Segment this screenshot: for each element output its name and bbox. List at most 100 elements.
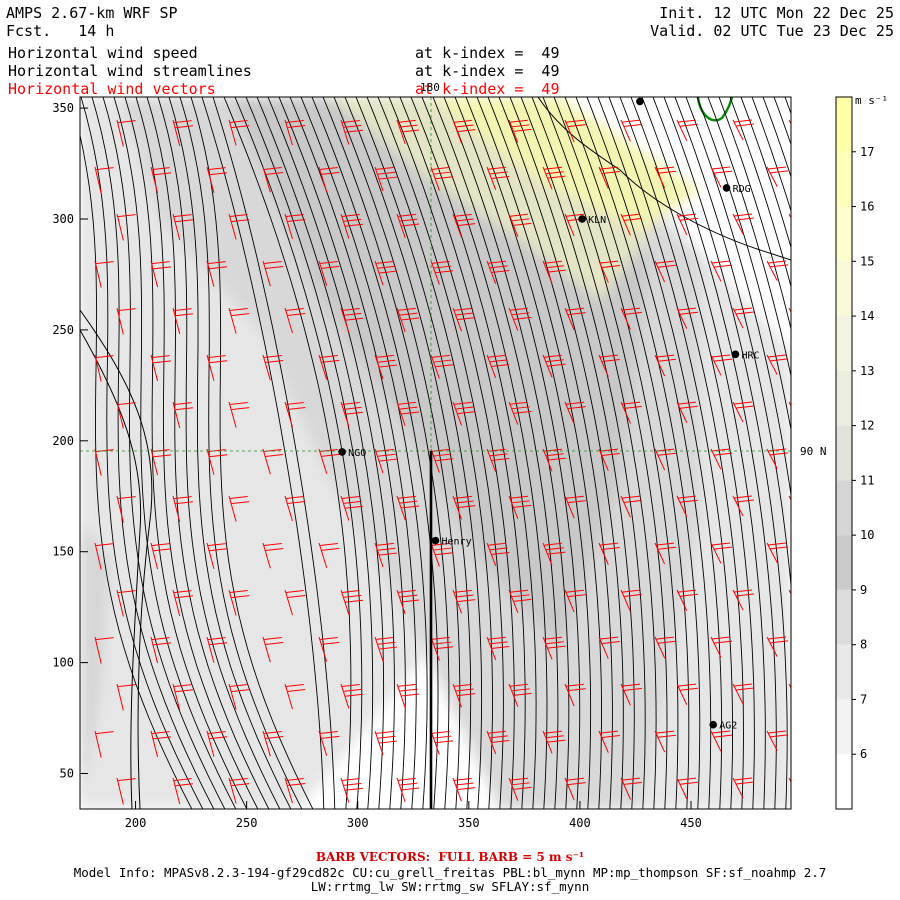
wind-barb [564,683,586,707]
streamline [179,97,303,809]
colorbar-label: 13 [860,364,874,378]
wind-barb [486,354,510,379]
wind-barb [676,401,698,423]
colorbar-label: 10 [860,528,874,542]
station-marker [636,97,644,106]
streamline [432,97,559,809]
wind-barb [284,401,306,428]
wind-barb [262,354,284,381]
streamline [256,97,385,809]
streamline [113,97,237,809]
streamline [487,97,613,809]
wind-barb [508,777,532,801]
wind-barb [508,495,532,519]
streamline [311,97,439,809]
wind-barb [340,777,363,803]
wind-barb [206,636,228,663]
wind-barb [116,683,136,711]
station-marker [792,566,800,574]
wind-barb [620,119,642,142]
wind-barb [676,213,698,235]
wind-barb [262,166,284,193]
wind-barb [430,260,454,285]
model-info-line2: LW:rrtmg_lw SW:rrtmg_sw SFLAY:sf_mynn [310,879,590,894]
wind-barb [116,589,136,617]
wind-barb [486,166,510,191]
wind-barbs [94,119,791,805]
wind-barb [318,636,340,662]
wind-barb [598,260,620,283]
wind-barb [732,495,755,517]
colorbar-label: 6 [860,747,867,761]
stations: NGO Henry KLN RDG HRC AG2 [338,97,800,732]
colorbar-swatch [836,535,852,590]
speed-band [430,97,700,230]
model-info-line1: Model Info: MPASv8.2.3-194-gf29cd82c CU:… [73,865,827,880]
streamline [553,97,679,809]
wind-barb [284,495,306,522]
streamline [773,97,791,146]
wind-barb [452,777,476,802]
wind-barb [150,636,172,664]
streamline [267,97,395,809]
streamline [212,97,336,809]
wind-barb [228,401,250,428]
wind-barb [766,260,789,281]
wind-barb [284,213,306,240]
wind-barb [396,777,420,803]
streamline [729,97,791,289]
wind-barb [542,166,566,190]
streamline [410,97,537,809]
wind-barb [318,166,340,192]
colorbar-label: 16 [860,200,874,214]
wind-barb [542,730,566,754]
colorbar-label: 8 [860,638,867,652]
wind-barb [564,777,586,801]
wind-barb [150,542,172,570]
wind-barb [766,636,789,657]
wind-barb [732,589,755,611]
wind-barb [340,401,363,427]
wind-barb [486,542,510,567]
wind-barb [396,683,420,709]
wind-barb [788,213,791,219]
x-tick-label: 250 [236,816,258,830]
y-tick-label: 100 [52,656,74,670]
wind-barb [710,636,733,658]
wind-barb [542,636,566,660]
streamline [509,97,635,809]
wind-barb [766,354,789,375]
y-tick-label: 50 [60,767,74,781]
wind-barb [508,307,532,331]
streamline [421,97,548,809]
wind-barb [598,542,620,565]
barb-note: BARB VECTORS: FULL BARB = 5 m s⁻¹ [315,850,585,864]
wind-barb [788,777,791,783]
wind-barb [542,542,566,566]
wind-barb [598,166,620,189]
wind-barb [676,589,698,611]
wind-barb [620,495,642,518]
station-marker [578,215,586,223]
wind-barb [732,777,755,799]
wind-barb [284,119,306,146]
y-axis: 350 300 250 200 150 100 50 [52,101,88,781]
streamline [80,309,153,809]
wind-barb [486,636,510,661]
streamline [597,97,723,809]
parallel-label: 90 N [800,445,827,458]
wind-barb [732,119,755,141]
wind-barb [172,777,194,805]
wind-barb [116,401,136,429]
wind-barb [788,495,791,501]
colorbar-swatch [836,316,852,371]
station-label: RDG [733,184,751,195]
wind-barb [788,589,791,595]
wind-barb [508,401,532,425]
wind-barb [284,589,306,616]
wind-barb [228,495,250,522]
wind-barb [452,119,476,144]
wind-barb [766,166,789,187]
wind-barb [374,542,398,568]
field-wind-speed-level: at k-index = 49 [415,44,560,62]
